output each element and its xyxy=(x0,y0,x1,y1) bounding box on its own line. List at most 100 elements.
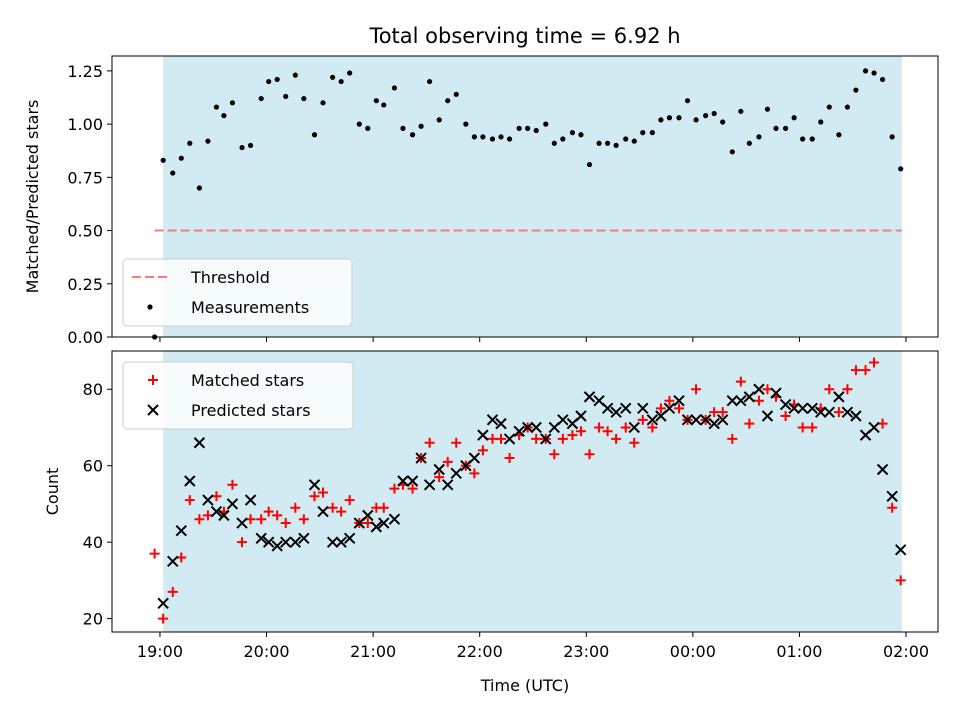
matched-star-point xyxy=(611,433,622,444)
measurement-point xyxy=(676,115,682,121)
predicted-star-point xyxy=(841,406,854,418)
matched-star-point xyxy=(318,487,329,498)
predicted-star-point xyxy=(495,417,507,430)
chart-title: Total observing time = 6.92 h xyxy=(368,24,680,48)
measurement-point xyxy=(320,100,326,106)
matched-star-point xyxy=(842,384,853,395)
predicted-star-point xyxy=(681,414,694,426)
y-tick-label: 80 xyxy=(83,380,103,399)
matched-star-point xyxy=(149,548,160,559)
predicted-star-point xyxy=(663,402,676,415)
predicted-star-point xyxy=(202,494,214,506)
matched-star-point xyxy=(637,414,648,425)
measurement-point xyxy=(480,134,486,140)
predicted-star-point xyxy=(477,429,489,441)
predicted-star-point xyxy=(244,494,257,506)
predicted-star-point xyxy=(433,463,445,476)
measurement-point xyxy=(853,87,859,93)
measurement-point xyxy=(720,119,726,125)
legend-predicted-swatch xyxy=(147,404,159,416)
measurement-point xyxy=(292,72,298,78)
matched-star-point xyxy=(496,433,507,444)
predicted-star-point xyxy=(575,410,587,422)
matched-star-point xyxy=(744,418,755,429)
measurement-point xyxy=(826,104,832,110)
legend-measurements-label: Measurements xyxy=(191,298,309,317)
x-tick-label: 22:00 xyxy=(457,642,503,661)
predicted-star-point xyxy=(699,414,712,426)
matched-star-point xyxy=(602,426,613,437)
predicted-star-point xyxy=(280,536,292,548)
measurement-point xyxy=(613,142,619,149)
measurement-point xyxy=(311,132,318,138)
y-tick-label: 0.50 xyxy=(67,222,103,241)
measurement-point xyxy=(356,121,362,127)
predicted-star-point xyxy=(236,517,248,529)
y-tick-label: 0.25 xyxy=(67,275,103,294)
predicted-star-point xyxy=(610,406,622,418)
predicted-star-point xyxy=(850,410,862,422)
matched-star-point xyxy=(327,502,338,513)
axes-frame xyxy=(111,55,939,338)
matched-star-point xyxy=(717,407,728,418)
predicted-star-point xyxy=(193,437,206,449)
measurement-point xyxy=(400,125,406,131)
measurement-point xyxy=(658,117,664,123)
x-tick-label: 23:00 xyxy=(563,642,609,661)
predicted-star-point xyxy=(690,414,702,426)
count-panel: 20 40 60 80 19:00 20:00 21:00 22:00 23:00 00:00 01… xyxy=(43,350,939,661)
measurement-point xyxy=(623,136,629,142)
matched-star-point xyxy=(664,395,675,406)
measurement-point xyxy=(560,136,566,142)
measurement-point xyxy=(463,121,469,127)
predicted-star-point xyxy=(486,414,499,426)
predicted-star-point xyxy=(335,536,347,548)
matched-star-point xyxy=(298,514,309,525)
predicted-star-point xyxy=(743,391,756,403)
matched-star-point xyxy=(184,495,195,506)
y-tick-label: 20 xyxy=(83,610,103,629)
predicted-star-point xyxy=(218,509,230,522)
matched-star-point xyxy=(344,495,355,506)
measurement-point xyxy=(229,100,236,106)
matched-star-point xyxy=(584,449,595,460)
matched-star-point xyxy=(434,472,445,483)
matched-star-point xyxy=(620,422,631,433)
predicted-star-point xyxy=(788,402,800,415)
matched-star-point xyxy=(735,376,746,387)
matched-star-point xyxy=(869,357,880,368)
measurement-point xyxy=(809,136,815,142)
predicted-star-point xyxy=(557,414,569,426)
predicted-star-point xyxy=(262,536,275,548)
predicted-star-point xyxy=(716,414,729,426)
predicted-star-point xyxy=(868,421,880,434)
y-tick-label: 1.25 xyxy=(67,62,103,81)
predicted-star-point xyxy=(637,402,649,415)
predicted-star-point xyxy=(157,597,169,610)
measurement-point xyxy=(301,95,307,102)
predicted-star-point xyxy=(468,452,481,464)
measurement-point xyxy=(498,134,504,140)
measurement-point xyxy=(436,117,442,123)
matched-star-point xyxy=(647,422,658,433)
matched-star-point xyxy=(895,575,906,586)
measurement-point xyxy=(213,104,220,110)
predicted-star-point xyxy=(779,398,792,411)
predicted-star-point xyxy=(513,425,525,437)
measurement-point xyxy=(381,102,387,108)
measurement-point xyxy=(418,123,424,129)
measurement-point xyxy=(684,98,691,104)
matched-star-point xyxy=(442,456,453,467)
measurement-point xyxy=(330,74,336,80)
predicted-star-point xyxy=(388,513,401,525)
predicted-star-point xyxy=(370,521,383,533)
measurement-point xyxy=(391,85,398,91)
measurement-point xyxy=(506,136,513,142)
matched-star-point xyxy=(850,365,861,376)
predicted-star-point xyxy=(583,391,596,403)
measurement-point xyxy=(427,78,433,85)
axes-frame xyxy=(111,350,939,633)
matched-star-point xyxy=(674,403,685,414)
matched-star-point xyxy=(227,479,238,490)
